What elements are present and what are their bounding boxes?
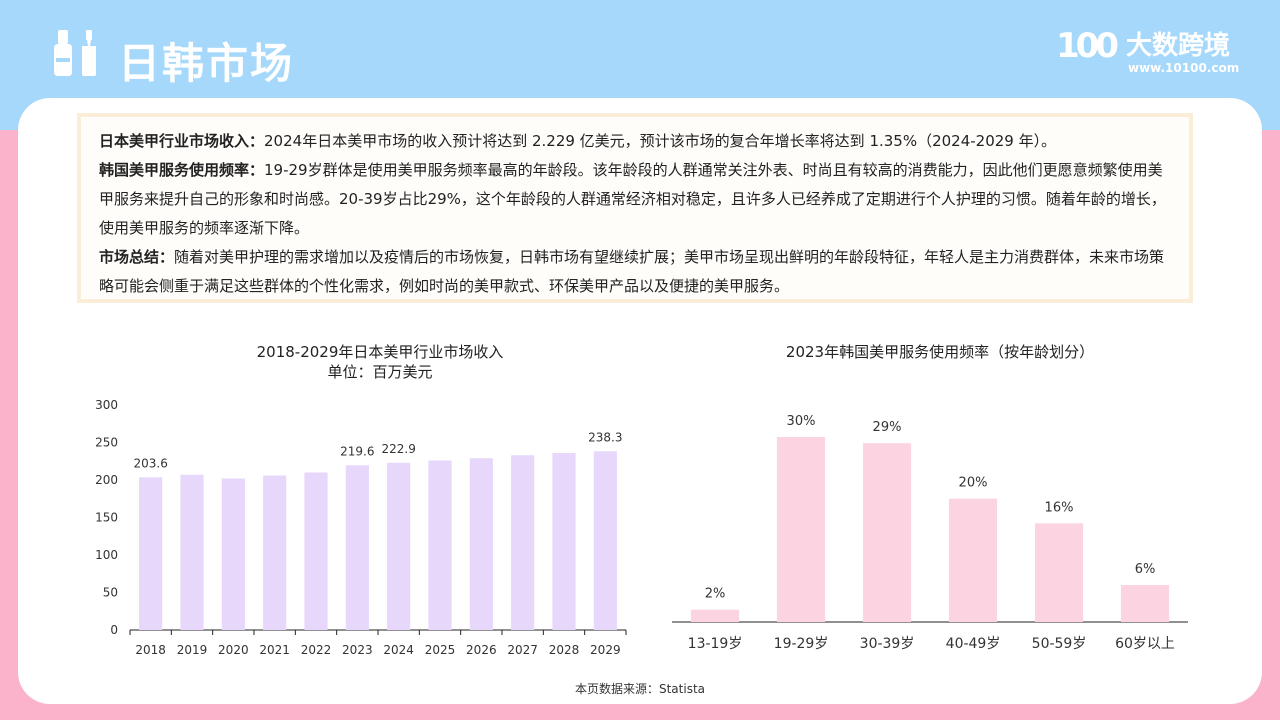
x-tick-label: 2025 [425, 643, 456, 657]
info-paragraph-japan: 日本美甲行业市场收入：2024年日本美甲市场的收入预计将达到 2.229 亿美元… [99, 127, 1175, 156]
bar-2023 [345, 465, 369, 630]
bar-2024 [387, 462, 411, 630]
info-label-summary: 市场总结： [99, 248, 175, 266]
japan-revenue-chart: 0 50 100 150 200 250 300 2018 203.6 2019 2020 2021 2… [95, 398, 627, 657]
x-tick-label: 2026 [466, 643, 497, 657]
info-text-summary: 随着对美甲护理的需求增加以及疫情后的市场恢复，日韩市场有望继续扩展；美甲市场呈现… [99, 248, 1165, 295]
x-tick-label: 2019 [177, 643, 208, 657]
info-label-korea: 韩国美甲服务使用频率： [99, 161, 265, 179]
bar-40-49岁 [948, 498, 998, 622]
bar-2025 [428, 460, 452, 630]
right-chart-title-block: 2023年韩国美甲服务使用频率（按年龄划分） [690, 342, 1190, 362]
bar-2018 [139, 477, 163, 630]
data-label-13-19岁: 2% [705, 587, 726, 602]
bar-2020 [221, 478, 245, 630]
x-tick-label: 2021 [259, 643, 290, 657]
x-tick-label: 40-49岁 [946, 636, 1001, 652]
x-tick-label: 2024 [383, 643, 414, 657]
y-tick-label: 250 [95, 436, 118, 450]
x-tick-label: 2018 [135, 643, 166, 657]
left-chart-subtitle: 单位：百万美元 [327, 363, 433, 381]
y-tick-label: 200 [95, 473, 118, 487]
bar-2026 [469, 458, 493, 630]
x-tick-label: 13-19岁 [688, 636, 743, 652]
x-tick-label: 2027 [507, 643, 538, 657]
y-tick-label: 300 [95, 398, 118, 412]
x-tick-label: 60岁以上 [1115, 636, 1175, 652]
info-text-korea: 19-29岁群体是使用美甲服务频率最高的年龄段。该年龄段的人群通常关注外表、时尚… [99, 161, 1166, 237]
data-label-50-59岁: 16% [1045, 500, 1074, 515]
bar-2021 [263, 475, 287, 630]
x-tick-label: 2029 [590, 643, 621, 657]
bar-2022 [304, 472, 328, 630]
data-label-60岁以上: 6% [1135, 562, 1156, 577]
logo-mark: 100 [1056, 26, 1119, 66]
data-label-40-49岁: 20% [959, 476, 988, 491]
x-tick-label: 30-39岁 [860, 636, 915, 652]
x-tick-label: 2023 [342, 643, 373, 657]
data-label-30-39岁: 29% [873, 420, 902, 435]
right-chart-title: 2023年韩国美甲服务使用频率（按年龄划分） [785, 343, 1095, 361]
data-label-2023: 219.6 [340, 444, 374, 458]
data-label-2018: 203.6 [133, 456, 167, 470]
x-tick-label: 2028 [549, 643, 580, 657]
y-tick-label: 100 [95, 548, 118, 562]
info-box: 日本美甲行业市场收入：2024年日本美甲市场的收入预计将达到 2.229 亿美元… [77, 113, 1193, 303]
x-tick-label: 2022 [301, 643, 332, 657]
source-note: 本页数据来源：Statista [574, 682, 706, 696]
data-label-2029: 238.3 [588, 430, 622, 444]
data-label-2024: 222.9 [381, 442, 415, 456]
bar-2028 [552, 453, 576, 630]
logo-name: 大数跨境 [1126, 31, 1231, 61]
y-tick-label: 0 [110, 623, 118, 637]
y-tick-label: 150 [95, 511, 118, 525]
left-chart-title: 2018-2029年日本美甲行业市场收入 [256, 343, 504, 361]
info-label-japan: 日本美甲行业市场收入： [99, 132, 265, 150]
bar-2029 [593, 451, 617, 630]
page-title: 日韩市场 [118, 39, 295, 88]
bar-30-39岁 [862, 443, 912, 622]
bar-50-59岁 [1034, 523, 1084, 622]
y-tick-label: 50 [103, 586, 118, 600]
data-label-19-29岁: 30% [787, 414, 816, 429]
info-paragraph-korea: 韩国美甲服务使用频率：19-29岁群体是使用美甲服务频率最高的年龄段。该年龄段的… [99, 156, 1175, 243]
bar-60岁以上 [1120, 585, 1170, 622]
x-tick-label: 19-29岁 [774, 636, 829, 652]
logo-url: www.10100.com [1128, 61, 1240, 75]
left-chart-title-block: 2018-2029年日本美甲行业市场收入 单位：百万美元 [130, 342, 630, 382]
nail-polish-icon [54, 30, 96, 76]
info-paragraph-summary: 市场总结：随着对美甲护理的需求增加以及疫情后的市场恢复，日韩市场有望继续扩展；美… [99, 243, 1175, 301]
info-text-japan: 2024年日本美甲市场的收入预计将达到 2.229 亿美元，预计该市场的复合年增… [264, 132, 1057, 150]
bar-19-29岁 [776, 437, 826, 622]
x-tick-label: 2020 [218, 643, 249, 657]
korea-frequency-chart: 2% 13-19岁 30% 19-29岁 29% 30-39岁 20% 40-49岁 16% 50… [672, 414, 1188, 652]
bar-2027 [511, 455, 535, 630]
x-tick-label: 50-59岁 [1032, 636, 1087, 652]
bar-13-19岁 [690, 609, 740, 622]
bar-2019 [180, 474, 204, 630]
